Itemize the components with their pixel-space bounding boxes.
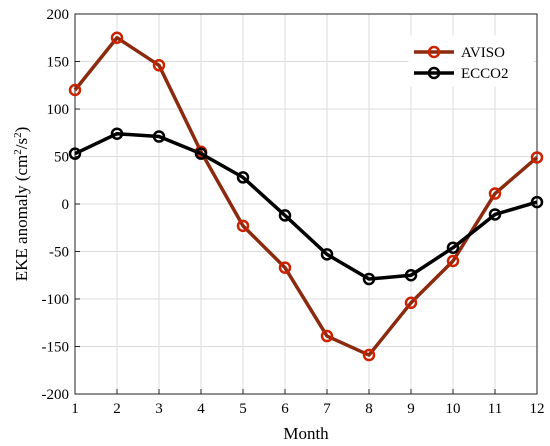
data-point-aviso bbox=[530, 151, 544, 164]
legend-marker-aviso bbox=[427, 45, 441, 59]
data-point-ecco2 bbox=[320, 248, 334, 261]
y-axis-title-end: ) bbox=[12, 127, 31, 133]
y-tick-label: 100 bbox=[47, 102, 70, 118]
legend-label-aviso: AVISO bbox=[461, 45, 505, 61]
data-point-ecco2 bbox=[488, 208, 502, 221]
x-tick-label: 4 bbox=[197, 401, 205, 417]
x-tick-label: 9 bbox=[407, 401, 415, 417]
series-line-aviso bbox=[73, 36, 539, 357]
x-tick-label: 1 bbox=[71, 401, 79, 417]
x-axis-title: Month bbox=[283, 424, 329, 443]
y-tick-label: -200 bbox=[42, 387, 70, 403]
x-tick-label: 7 bbox=[323, 401, 331, 417]
legend-marker-ecco2 bbox=[427, 66, 441, 80]
data-point-ecco2 bbox=[110, 127, 124, 140]
y-tick-label: 200 bbox=[47, 7, 70, 23]
y-axis-title-main: EKE anomaly (cm bbox=[12, 155, 31, 282]
y-tick-label: -100 bbox=[42, 292, 70, 308]
data-series bbox=[68, 31, 544, 362]
data-point-ecco2 bbox=[152, 130, 166, 143]
data-point-ecco2 bbox=[362, 272, 376, 286]
x-tick-label: 10 bbox=[446, 401, 461, 417]
data-point-aviso bbox=[152, 59, 166, 72]
data-point-ecco2 bbox=[530, 195, 544, 209]
data-point-ecco2 bbox=[68, 147, 82, 160]
data-point-aviso bbox=[404, 296, 418, 310]
data-point-ecco2 bbox=[236, 171, 250, 184]
data-point-ecco2 bbox=[446, 241, 460, 254]
data-point-ecco2 bbox=[278, 209, 292, 222]
y-axis-title-sup1: 2 bbox=[12, 149, 24, 155]
data-point-aviso bbox=[362, 348, 376, 362]
x-tick-label: 12 bbox=[530, 401, 545, 417]
data-point-aviso bbox=[446, 254, 460, 268]
data-point-aviso bbox=[320, 329, 334, 343]
data-point-ecco2 bbox=[194, 147, 208, 160]
x-tick-label: 2 bbox=[113, 401, 121, 417]
legend-box bbox=[408, 35, 534, 87]
y-axis-title: EKE anomaly (cm2/s2) bbox=[12, 127, 31, 282]
y-tick-label: -50 bbox=[49, 245, 69, 261]
data-point-aviso bbox=[488, 187, 502, 200]
data-point-aviso bbox=[236, 219, 250, 233]
legend-label-ecco2: ECCO2 bbox=[461, 66, 509, 82]
y-tick-label: 0 bbox=[62, 197, 70, 213]
series-line-ecco2 bbox=[74, 131, 538, 281]
data-point-aviso bbox=[110, 31, 124, 44]
y-tick-label: 50 bbox=[54, 150, 69, 166]
y-tick-label: 150 bbox=[47, 55, 70, 71]
x-tick-label: 6 bbox=[281, 401, 289, 417]
y-axis-title-mid: /s bbox=[12, 138, 31, 149]
y-tick-label: -150 bbox=[42, 340, 70, 356]
data-point-aviso bbox=[68, 83, 82, 97]
data-point-ecco2 bbox=[404, 269, 418, 282]
axis-ticks: 1 2 3 4 5 6 7 8 9 10 11 12-200-150-100-500501001502… bbox=[42, 7, 545, 417]
y-axis-title-sup2: 2 bbox=[12, 132, 24, 138]
x-tick-label: 11 bbox=[488, 401, 502, 417]
x-tick-label: 5 bbox=[239, 401, 247, 417]
legend: AVISO ECCO2 bbox=[408, 35, 534, 87]
x-tick-label: 3 bbox=[155, 401, 163, 417]
data-point-aviso bbox=[278, 261, 292, 274]
x-tick-label: 8 bbox=[365, 401, 373, 417]
